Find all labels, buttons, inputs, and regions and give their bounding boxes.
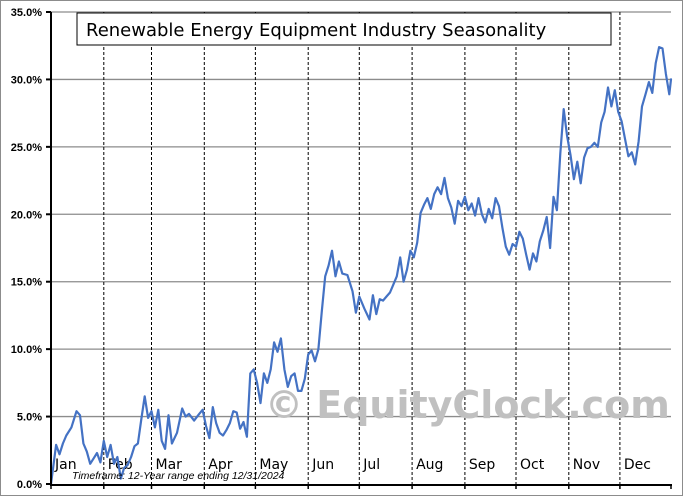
x-axis-ticks <box>50 484 672 489</box>
y-tick-label: 30.0% <box>11 74 42 86</box>
chart-title: Renewable Energy Equipment Industry Seas… <box>86 20 547 41</box>
month-label-apr: Apr <box>208 457 232 473</box>
month-label-dec: Dec <box>624 457 651 473</box>
month-label-jan: Jan <box>54 457 77 473</box>
y-tick-label: 15.0% <box>11 277 42 289</box>
month-label-mar: Mar <box>155 457 182 473</box>
month-label-may: May <box>259 457 288 473</box>
watermark: © EquityClock.com <box>265 383 670 427</box>
month-label-jul: Jul <box>362 457 380 473</box>
month-label-oct: Oct <box>520 457 545 473</box>
seasonal-return-line <box>49 46 673 486</box>
title-box: Renewable Energy Equipment Industry Seas… <box>76 12 612 46</box>
month-label-aug: Aug <box>416 457 443 473</box>
horizontal-gridlines <box>51 11 671 418</box>
y-tick-label: 10.0% <box>11 344 42 356</box>
y-tick-label: 35.0% <box>11 7 42 19</box>
y-tick-label: 5.0% <box>17 412 42 424</box>
timeframe-footnote: Timeframe: 12-Year range ending 12/31/20… <box>72 470 285 482</box>
month-divider-lines <box>103 12 621 484</box>
month-label-nov: Nov <box>573 457 600 473</box>
month-label-jun: Jun <box>311 457 334 473</box>
month-label-sep: Sep <box>469 457 496 473</box>
watermark-text: © EquityClock.com <box>265 383 670 427</box>
y-tick-label: 0.0% <box>17 479 42 491</box>
y-axis-ticks: 0.0% 5.0% 10.0% 15.0% 20.0% 25.0% 30.0% 35.0% <box>11 7 51 491</box>
x-axis-month-labels: Jan Feb Mar Apr May Jun Jul Aug Sep Oct Nov Dec <box>54 457 651 473</box>
y-tick-label: 25.0% <box>11 142 42 154</box>
y-tick-label: 20.0% <box>11 209 42 221</box>
